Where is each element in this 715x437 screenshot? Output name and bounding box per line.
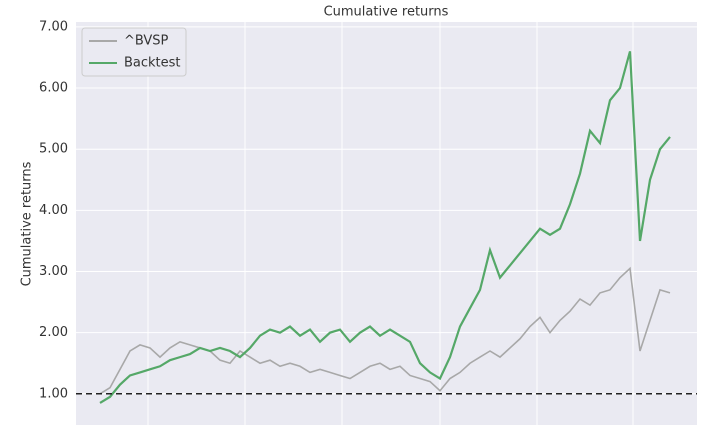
legend-label: Backtest [124,56,181,71]
y-tick-label: 7.00 [39,19,68,34]
y-tick-label: 6.00 [39,81,68,96]
plot-area [76,22,697,425]
series-line [99,51,671,404]
y-tick-label: 4.00 [39,203,68,218]
legend: ^BVSP Backtest [81,27,187,77]
legend-label: ^BVSP [124,34,169,49]
y-tick-label: 3.00 [39,264,68,279]
series-line [99,266,671,395]
chart-title: Cumulative returns [324,5,449,20]
y-tick-label: 5.00 [39,142,68,157]
y-axis-label: Cumulative returns [20,161,35,286]
y-tick-label: 1.00 [39,386,68,401]
y-tick-label: 2.00 [39,325,68,340]
